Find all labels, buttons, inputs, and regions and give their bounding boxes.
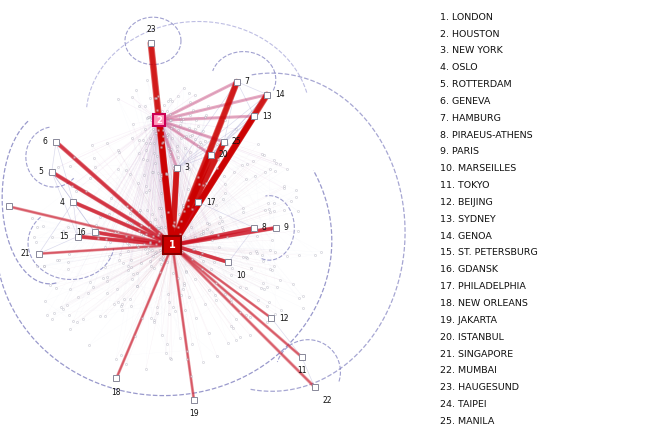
Text: 16: 16 [76, 228, 86, 236]
Text: 3: 3 [185, 163, 189, 172]
Text: 19: 19 [189, 409, 199, 418]
Text: 5: 5 [38, 168, 43, 176]
Text: 17. PHILADELPHIA: 17. PHILADELPHIA [439, 282, 526, 291]
Text: 4: 4 [60, 198, 65, 206]
Text: 9. PARIS: 9. PARIS [439, 147, 479, 157]
Text: 11: 11 [297, 366, 307, 375]
Text: 13: 13 [262, 112, 272, 120]
Text: 1: 1 [169, 240, 176, 250]
Text: 25. MANILA: 25. MANILA [439, 417, 494, 426]
Text: 23. HAUGESUND: 23. HAUGESUND [439, 383, 518, 392]
Text: 2: 2 [157, 116, 163, 125]
Text: 20: 20 [219, 150, 229, 159]
Text: 12. BEIJING: 12. BEIJING [439, 198, 492, 207]
Text: 13. SYDNEY: 13. SYDNEY [439, 215, 495, 224]
Text: 21. SINGAPORE: 21. SINGAPORE [439, 350, 513, 359]
Text: 22. MUMBAI: 22. MUMBAI [439, 366, 496, 375]
Text: 14. GENOA: 14. GENOA [439, 232, 491, 241]
Text: 6. GENEVA: 6. GENEVA [439, 97, 490, 106]
Text: 9: 9 [284, 224, 288, 232]
Text: 12: 12 [279, 314, 289, 322]
Text: 25: 25 [232, 138, 242, 146]
Text: 15: 15 [60, 232, 69, 241]
Text: 19. JAKARTA: 19. JAKARTA [439, 316, 496, 325]
Text: 10. MARSEILLES: 10. MARSEILLES [439, 164, 516, 173]
Text: 23: 23 [146, 25, 156, 34]
Text: 7: 7 [245, 77, 249, 86]
Text: 4. OSLO: 4. OSLO [439, 63, 477, 72]
Text: 18: 18 [111, 388, 121, 397]
Text: 6: 6 [43, 138, 47, 146]
Text: 17: 17 [206, 198, 216, 206]
Text: 21: 21 [21, 249, 30, 258]
Text: 24. TAIPEI: 24. TAIPEI [439, 400, 486, 409]
Text: 14: 14 [275, 90, 284, 99]
Text: 18. NEW ORLEANS: 18. NEW ORLEANS [439, 299, 527, 308]
Text: 1. LONDON: 1. LONDON [439, 13, 492, 22]
Text: 11. TOKYO: 11. TOKYO [439, 181, 489, 190]
Text: 22: 22 [322, 396, 332, 405]
Text: 7. HAMBURG: 7. HAMBURG [439, 114, 500, 123]
Text: 5. ROTTERDAM: 5. ROTTERDAM [439, 80, 511, 89]
Text: 15. ST. PETERSBURG: 15. ST. PETERSBURG [439, 249, 537, 258]
Text: 8. PIRAEUS-ATHENS: 8. PIRAEUS-ATHENS [439, 131, 532, 140]
Text: 2. HOUSTON: 2. HOUSTON [439, 30, 499, 39]
Text: 10: 10 [236, 271, 246, 280]
Text: 3. NEW YORK: 3. NEW YORK [439, 46, 502, 55]
Text: 20. ISTANBUL: 20. ISTANBUL [439, 333, 503, 342]
Text: 8: 8 [262, 224, 267, 232]
Text: 16. GDANSK: 16. GDANSK [439, 265, 498, 274]
